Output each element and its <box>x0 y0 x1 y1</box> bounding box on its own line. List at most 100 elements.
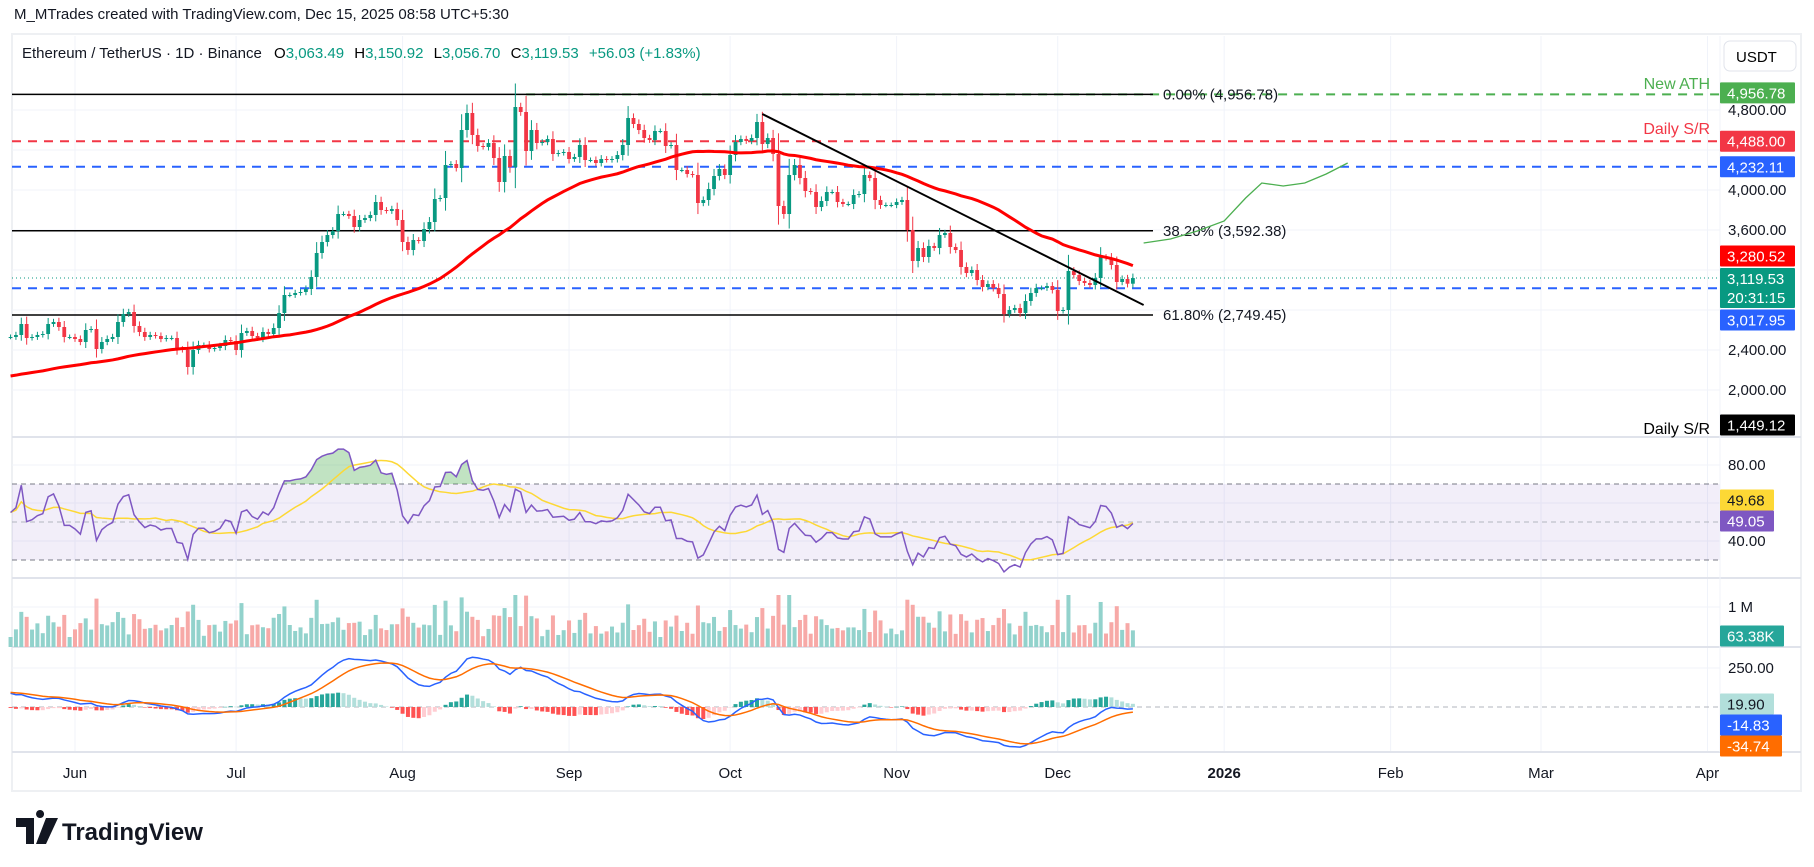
daily-sr-bottom-text: Daily S/R <box>1643 421 1710 438</box>
volume-bar <box>760 608 765 647</box>
volume-bar <box>781 624 786 647</box>
volume-bar <box>953 633 958 647</box>
currency-button[interactable]: USDT <box>1723 40 1797 72</box>
macd-histogram-bar <box>760 699 765 707</box>
symbol-title[interactable]: Ethereum / TetherUS · 1D · Binance <box>22 45 262 62</box>
volume-bar <box>894 634 899 647</box>
macd-histogram-bar <box>164 707 169 710</box>
volume-bar <box>405 616 410 647</box>
macd-histogram-bar <box>996 707 1001 711</box>
volume-bar <box>529 616 534 647</box>
volume-bar <box>475 619 480 647</box>
macd-histogram-bar <box>110 707 115 710</box>
candle-body <box>540 142 545 143</box>
candle-body <box>137 326 142 332</box>
macd-histogram-bar <box>932 707 937 714</box>
volume-bar <box>744 624 749 647</box>
macd-histogram-bar <box>78 707 83 711</box>
volume-bar <box>787 595 792 647</box>
macd-histogram-bar <box>717 707 722 713</box>
volume-bar <box>873 610 878 647</box>
candle-body <box>669 145 673 146</box>
volume-bar <box>1002 609 1007 647</box>
macd-histogram-bar <box>454 701 459 707</box>
time-tick: Sep <box>556 765 583 782</box>
macd-histogram-bar <box>674 707 679 712</box>
candle-body <box>975 270 980 280</box>
volume-bar <box>792 627 797 647</box>
volume-bar <box>889 628 894 647</box>
volume-bar <box>223 620 228 647</box>
candle-body <box>615 155 620 159</box>
volume-bar <box>572 632 577 647</box>
low-value: 3,056.70 <box>442 45 500 62</box>
macd-histogram-bar <box>271 703 276 707</box>
macd-histogram-bar <box>921 707 926 716</box>
volume-bar <box>728 610 733 647</box>
rsi-value-label: 49.05 <box>1727 514 1765 531</box>
macd-histogram-bar <box>1023 707 1028 709</box>
open-label: O <box>274 45 286 62</box>
volume-bar <box>916 616 921 647</box>
macd-histogram-bar <box>1061 703 1066 707</box>
volume-bar <box>1055 599 1060 647</box>
candle-body <box>357 220 362 227</box>
candle-body <box>486 143 491 147</box>
macd-histogram-bar <box>126 704 131 707</box>
macd-histogram-bar <box>658 706 663 707</box>
candle-body <box>1050 286 1055 290</box>
volume-bar <box>658 637 663 647</box>
volume-bar <box>1012 634 1017 647</box>
candle-body <box>937 235 942 248</box>
time-axis[interactable]: Jun Jul Aug Sep Oct Nov Dec 2026 Feb Mar Apr <box>63 765 1719 782</box>
candle-body <box>663 131 668 146</box>
volume-bar <box>550 615 555 647</box>
rsi-pane <box>10 448 1134 574</box>
price-tick: 4,800.00 <box>1728 102 1786 119</box>
volume-bar <box>1007 623 1012 647</box>
candle-body <box>996 288 1001 294</box>
volume-bar <box>545 629 550 647</box>
candle-body <box>368 215 373 218</box>
volume-bar <box>389 624 394 647</box>
time-tick: Mar <box>1528 765 1554 782</box>
volume-bar <box>180 627 185 647</box>
candle-body <box>465 113 469 130</box>
time-tick: 2026 <box>1207 765 1240 782</box>
macd-histogram-bar <box>1114 699 1119 707</box>
volume-bar <box>244 634 249 647</box>
volume-bar <box>518 626 523 647</box>
volume-bar <box>303 633 308 647</box>
macd-histogram-bar <box>207 707 212 710</box>
candle-body <box>293 293 298 295</box>
price-axis[interactable]: 4,800.00 4,000.00 3,600.00 2,400.00 2,000.00… <box>1728 102 1786 677</box>
candle-body <box>690 174 695 175</box>
volume-bar <box>40 633 45 647</box>
candle-body <box>953 247 958 250</box>
volume-bar <box>1087 633 1092 647</box>
new-ath-text: New ATH <box>1644 76 1710 93</box>
macd-histogram-bar <box>669 707 674 709</box>
candle-body <box>218 346 222 348</box>
volume-bar <box>1061 632 1066 647</box>
macd-histogram-bar <box>679 707 684 714</box>
candle-body <box>330 231 335 235</box>
candle-body <box>1098 257 1103 278</box>
candle-body <box>862 175 867 194</box>
candle-body <box>653 131 657 140</box>
close-label: C <box>511 45 522 62</box>
rsi-ma-value-label: 49.68 <box>1727 493 1765 510</box>
candle-body <box>1071 271 1076 275</box>
macd-value-label: -14.83 <box>1727 718 1770 735</box>
macd-histogram-bar <box>840 707 845 711</box>
time-tick: Feb <box>1378 765 1404 782</box>
volume-tick: 1 M <box>1728 599 1753 616</box>
macd-histogram-bar <box>357 699 362 707</box>
volume-bar <box>985 631 990 647</box>
volume-bar <box>341 629 346 647</box>
candle-body <box>749 138 754 141</box>
candle-body <box>432 199 437 222</box>
volume-bar <box>368 629 373 647</box>
candle-body <box>647 138 652 140</box>
